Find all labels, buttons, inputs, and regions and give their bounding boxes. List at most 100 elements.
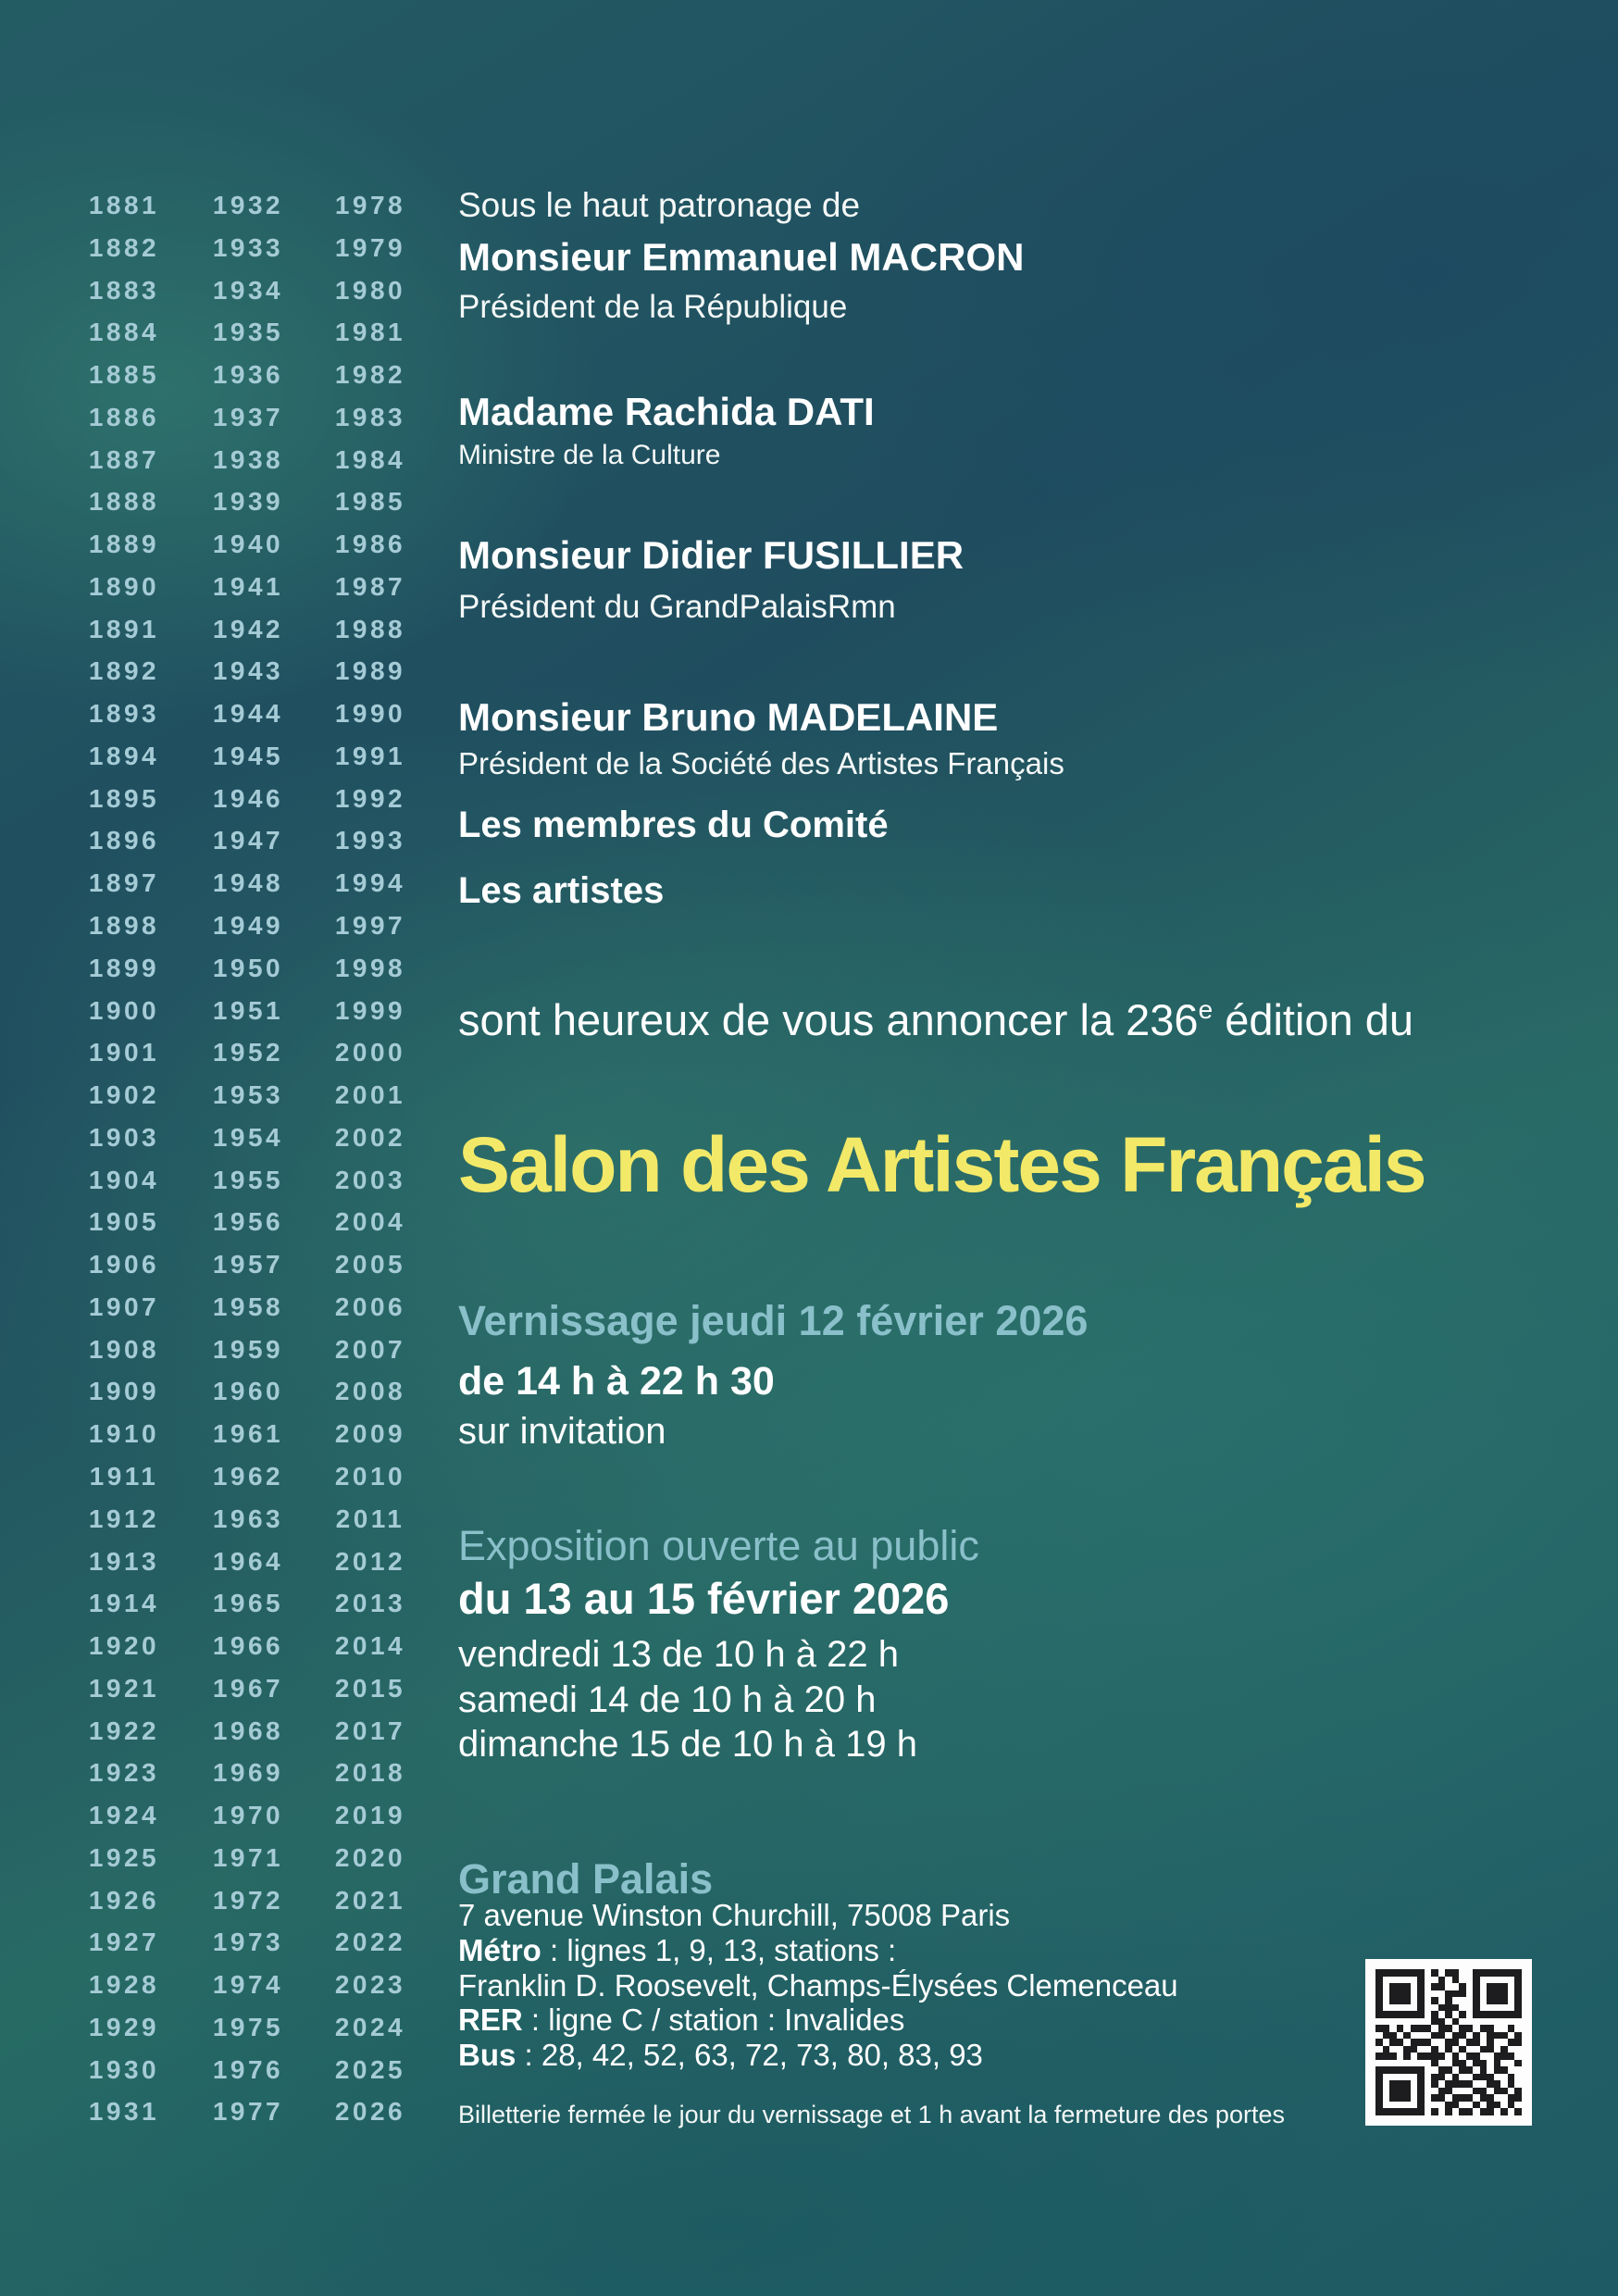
qr-module [1500,2066,1508,2074]
qr-module [1465,2025,1474,2032]
qr-module [1431,1977,1438,1984]
qr-module [1375,2094,1383,2102]
qr-module [1411,1977,1418,1984]
ticketing-footer-note: Billetterie fermée le jour du vernissage… [458,2101,1285,2128]
qr-module [1411,2094,1418,2102]
year-item: 2017 [334,1716,406,1745]
vernissage-invitation-note: sur invitation [458,1411,666,1452]
qr-module [1383,2080,1390,2088]
qr-module [1473,2025,1480,2032]
qr-module [1431,2059,1438,2067]
qr-module [1431,2025,1438,2032]
qr-module [1389,2102,1397,2109]
qr-module [1445,2108,1452,2115]
qr-module [1507,2011,1515,2018]
qr-module [1410,2025,1418,2032]
year-item: 1956 [212,1207,284,1237]
qr-module [1403,1977,1411,1984]
year-item: 1904 [88,1165,160,1194]
qr-module [1389,1977,1397,1984]
year-item: 2014 [334,1631,406,1661]
qr-module [1466,2102,1474,2109]
qr-module [1403,1997,1411,2004]
qr-module [1466,2060,1474,2067]
year-item: 1906 [88,1250,160,1279]
qr-module [1438,2066,1446,2074]
qr-module [1493,2066,1501,2074]
qr-module [1397,2032,1404,2040]
qr-module [1514,2053,1522,2060]
qr-module [1403,2031,1411,2040]
qr-module [1425,2004,1432,2012]
qr-module [1425,2080,1432,2088]
qr-module [1500,2018,1508,2026]
year-item: 1888 [88,487,160,517]
qr-module [1445,2032,1452,2040]
year-item: 1933 [212,232,284,262]
year-item: 1897 [88,868,160,898]
qr-module [1431,2017,1438,2026]
qr-module [1500,2080,1508,2088]
qr-module [1473,1976,1480,1984]
qr-module [1459,2025,1466,2032]
qr-module [1480,1990,1487,1998]
qr-module [1438,2094,1446,2102]
qr-module [1480,2053,1487,2060]
qr-module [1465,2039,1474,2046]
year-item: 1979 [334,232,406,262]
patron-title-dati: Ministre de la Culture [458,440,721,470]
qr-module [1389,2011,1397,2018]
qr-module [1480,2039,1487,2046]
year-item: 1994 [334,868,406,898]
qr-module [1500,2087,1508,2095]
qr-module [1459,2018,1466,2026]
qr-module [1487,2094,1494,2102]
year-item: 1983 [334,402,406,431]
qr-module [1494,2039,1501,2046]
qr-module [1375,2101,1383,2109]
bus-details: : 28, 42, 52, 63, 72, 73, 80, 83, 93 [516,2038,983,2072]
qr-module [1500,2053,1508,2060]
qr-module [1466,1969,1474,1977]
qr-module [1431,2066,1438,2074]
qr-module [1480,1983,1487,1990]
year-item: 1968 [212,1716,284,1745]
qr-module [1389,2060,1397,2067]
qr-module [1375,2011,1383,2018]
qr-module [1466,1990,1474,1998]
qr-module [1465,2053,1474,2060]
year-item: 1925 [88,1842,160,1872]
qr-module [1459,1977,1466,1984]
year-item: 1909 [88,1377,160,1406]
qr-module [1508,1977,1515,1984]
qr-module [1445,2011,1452,2018]
qr-module [1417,2025,1425,2032]
qr-module [1375,2039,1383,2046]
year-item: 1993 [334,826,406,855]
year-item: 2020 [334,1842,406,1872]
qr-module [1479,2087,1487,2095]
qr-module [1438,2080,1446,2088]
qr-module [1431,2031,1438,2040]
group-artistes: Les artistes [458,870,665,911]
qr-module [1445,2060,1452,2067]
qr-module [1403,2011,1411,2018]
qr-module [1410,1969,1418,1977]
qr-module [1411,1983,1418,1990]
announcement-prefix: sont heureux de vous annoncer la 236 [458,995,1199,1044]
year-item: 1958 [212,1292,284,1321]
qr-module [1417,2087,1425,2095]
qr-module [1452,1997,1460,2004]
qr-module [1487,2060,1494,2067]
qr-module [1466,2046,1474,2053]
metro-details: : lignes 1, 9, 13, stations : [541,1933,897,1967]
qr-module [1493,2053,1501,2060]
qr-module [1500,2039,1508,2046]
qr-module [1466,1983,1474,1990]
qr-module [1383,1983,1390,1990]
announcement-line: sont heureux de vous annoncer la 236e éd… [458,994,1413,1045]
qr-module [1375,1990,1383,1998]
year-item: 1903 [88,1122,160,1152]
qr-module [1500,2031,1508,2040]
qr-module [1473,2018,1480,2026]
